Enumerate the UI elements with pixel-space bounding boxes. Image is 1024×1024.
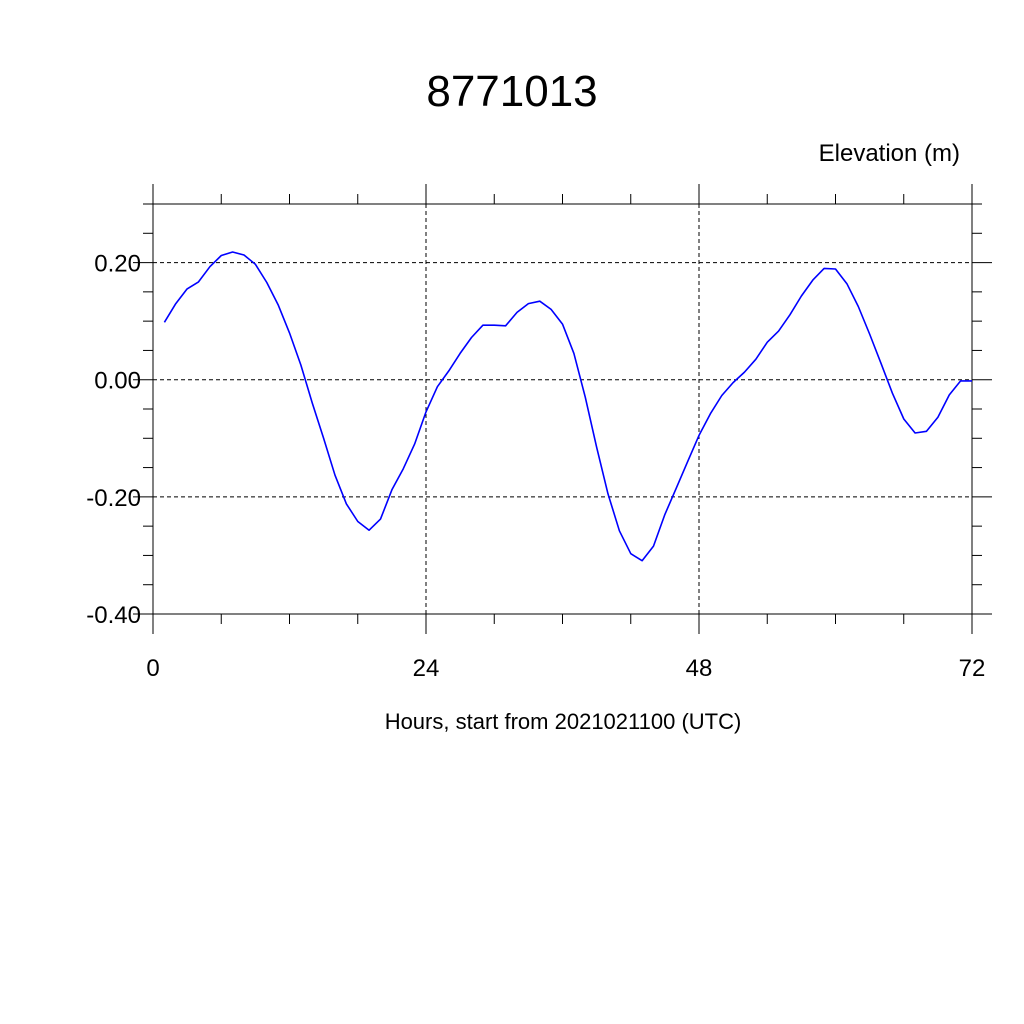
chart-title: 8771013: [426, 67, 598, 116]
series-line: [163, 251, 972, 562]
y-tick-label: 0.00: [94, 368, 141, 395]
x-tick-label: 48: [686, 655, 713, 682]
plot-frame: [152, 203, 973, 615]
y-tick-label: -0.40: [86, 602, 141, 629]
y-axis-label: Elevation (m): [818, 140, 960, 167]
y-tick-label: -0.20: [86, 485, 141, 512]
x-tick-label: 0: [146, 655, 159, 682]
x-axis-label: Hours, start from 2021021100 (UTC): [384, 709, 742, 734]
x-tick-label: 72: [959, 655, 986, 682]
x-tick-label: 24: [413, 655, 440, 682]
y-tick-label: 0.20: [94, 251, 141, 278]
